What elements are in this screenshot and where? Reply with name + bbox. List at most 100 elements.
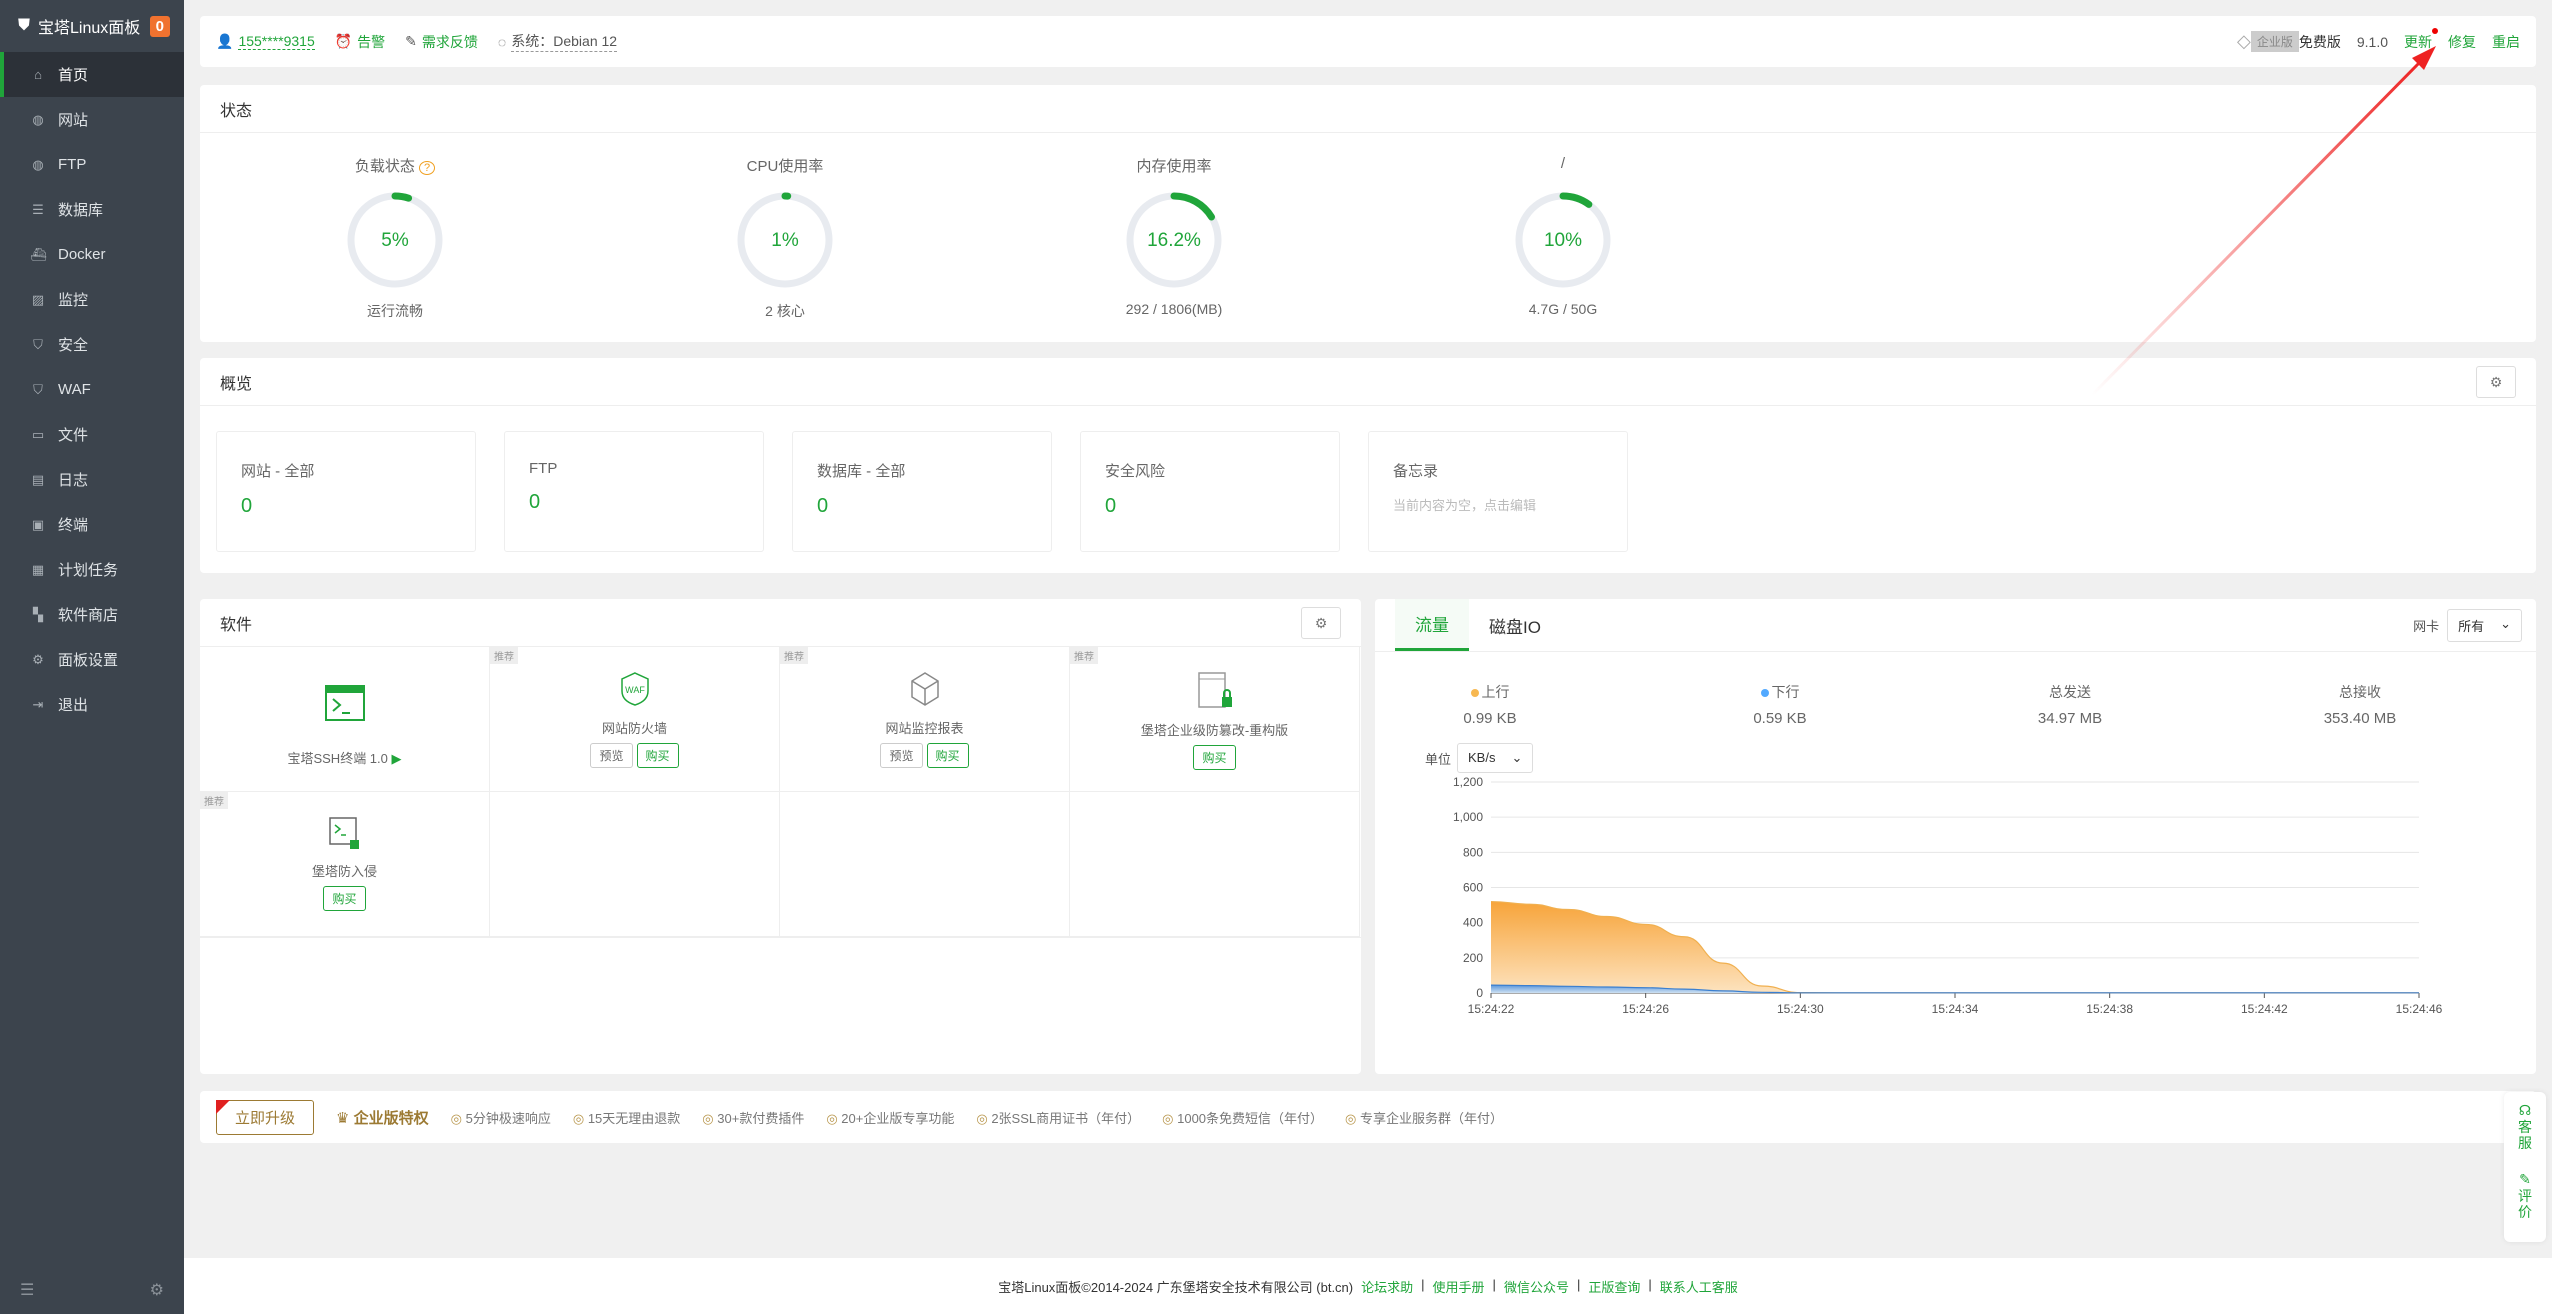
sidebar-item[interactable]: ⇥ 退出 xyxy=(0,682,184,727)
gauge-value: 16.2% xyxy=(1147,230,1201,251)
x-tick-label: 15:24:38 xyxy=(2086,1002,2133,1016)
recommend-tag: 推荐 xyxy=(490,647,518,664)
sidebar-item[interactable]: ▭ 文件 xyxy=(0,412,184,457)
buy-button[interactable]: 购买 xyxy=(926,743,969,768)
software-cell[interactable]: 推荐 WAF 网站防火墙 预览 购买 xyxy=(490,647,780,792)
gauge-title: 负载状态 ? xyxy=(275,155,515,179)
sidebar-item[interactable]: ▣ 终端 xyxy=(0,502,184,547)
enterprise-bar: 立即升级 ♛ 企业版特权 ◎ 5分钟极速响应 ◎ 15天无理由退款 ◎ 30+款付费… xyxy=(200,1091,2536,1143)
status-panel: 状态 负载状态 ? 5% 运行流畅 CPU使用率 1% 2 核心 内存使用率 16.… xyxy=(200,85,2536,342)
sidebar-item[interactable]: ⚙ 面板设置 xyxy=(0,637,184,682)
overview-value[interactable]: 当前内容为空，点击编辑 xyxy=(1393,498,1537,513)
sidebar-item[interactable]: ⌂ 首页 xyxy=(0,52,184,97)
recommend-tag: 推荐 xyxy=(200,792,228,809)
sidebar-item[interactable]: ▦ 计划任务 xyxy=(0,547,184,592)
sidebar-item-label: WAF xyxy=(58,381,91,398)
x-tick-label: 15:24:30 xyxy=(1777,1002,1824,1016)
system-info: 系统：Debian 12 xyxy=(511,31,618,52)
play-icon[interactable]: ▶ xyxy=(391,751,402,766)
buy-button[interactable]: 购买 xyxy=(323,886,366,911)
footer-link[interactable]: 联系人工客服 xyxy=(1659,1279,1738,1295)
upload-area xyxy=(1491,901,2419,993)
cube-icon xyxy=(910,672,939,706)
sidebar-item[interactable]: ▨ 监控 xyxy=(0,277,184,322)
sidebar-item[interactable]: ◍ 网站 xyxy=(0,97,184,142)
folder-icon: ▭ xyxy=(31,426,45,442)
sidebar-item-label: 文件 xyxy=(58,427,89,444)
sidebar-item[interactable]: ▤ 日志 xyxy=(0,457,184,502)
gauge-ring: 1% xyxy=(737,192,833,288)
stat-label: 总接收 xyxy=(2339,684,2381,700)
sidebar-item-label: 终端 xyxy=(58,517,89,534)
sidebar-item[interactable]: ⛴ Docker xyxy=(0,232,184,277)
sidebar-item[interactable]: ☰ 数据库 xyxy=(0,187,184,232)
gauge-title: / xyxy=(1560,155,1566,172)
recommend-tag: 推荐 xyxy=(780,647,808,664)
plugin-name[interactable]: 宝塔SSH终端 1.0 ▶ xyxy=(287,751,402,766)
home-icon: ⌂ xyxy=(34,67,42,82)
overview-card[interactable]: 网站 - 全部 0 xyxy=(216,431,476,552)
top-bar: 👤 155****9315 ⏰ 告警 ✎ 需求反馈 ◌ 系统：Debian 12 ◇ 企业… xyxy=(200,16,2536,67)
free-edition: 免费版 xyxy=(2298,33,2341,50)
tab-disk-io[interactable]: 磁盘IO xyxy=(1489,617,1541,637)
user-account[interactable]: 155****9315 xyxy=(238,33,315,50)
software-cell[interactable]: 宝塔SSH终端 1.0 ▶ xyxy=(200,647,490,792)
software-title: 软件 xyxy=(200,599,1361,647)
collapse-icon[interactable]: ☰ xyxy=(20,1282,35,1299)
sidebar-item[interactable]: ⛉ WAF xyxy=(0,367,184,412)
feedback-icon: ✎ xyxy=(405,33,417,49)
overview-card[interactable]: FTP 0 xyxy=(504,431,764,552)
sidebar-item[interactable]: ⛉ 安全 xyxy=(0,322,184,367)
buy-button[interactable]: 购买 xyxy=(1193,745,1236,770)
preview-button[interactable]: 预览 xyxy=(590,743,633,768)
legend-dot xyxy=(1470,689,1479,697)
footer-link[interactable]: 微信公众号 xyxy=(1503,1279,1569,1295)
help-icon[interactable]: ? xyxy=(419,161,436,175)
overview-value: 0 xyxy=(1105,495,1117,517)
nic-select[interactable]: 所有 ⌄ xyxy=(2447,608,2522,642)
software-cell[interactable]: 推荐 堡塔企业级防篡改-重构版 购买 xyxy=(1070,647,1360,792)
sidebar-item-label: FTP xyxy=(58,156,87,173)
privilege-icon: ◎ xyxy=(826,1110,838,1126)
buy-button[interactable]: 购买 xyxy=(636,743,679,768)
overview-value: 0 xyxy=(241,495,253,517)
gauge-title: CPU使用率 xyxy=(746,158,824,175)
software-cell[interactable]: 推荐 堡塔防入侵 购买 xyxy=(200,792,490,937)
footer-link[interactable]: 论坛求助 xyxy=(1361,1279,1414,1295)
footer-link[interactable]: 正版查询 xyxy=(1588,1279,1641,1295)
logout-icon: ⇥ xyxy=(32,696,44,712)
upgrade-button[interactable]: 立即升级 xyxy=(216,1099,315,1135)
traffic-panel: 流量 磁盘IO 网卡 所有 ⌄ 上行 0.99 KB 下行 0.59 KB 总发送 34.9… xyxy=(1375,599,2536,1074)
feedback-link[interactable]: 需求反馈 xyxy=(421,33,478,50)
preview-button[interactable]: 预览 xyxy=(880,743,923,768)
overview-card[interactable]: 备忘录 当前内容为空，点击编辑 xyxy=(1368,431,1628,552)
overview-card[interactable]: 安全风险 0 xyxy=(1080,431,1340,552)
overview-settings-button[interactable]: ⚙ xyxy=(2476,366,2516,398)
sidebar-item[interactable]: ▚ 软件商店 xyxy=(0,592,184,637)
floating-tools: ☊ 客服 ✎ 评价 xyxy=(2504,1092,2546,1242)
traffic-stat: 总发送 34.97 MB xyxy=(1970,682,2170,727)
gauge: 内存使用率 16.2% 292 / 1806(MB) xyxy=(1054,155,1294,317)
settings-icon[interactable]: ⚙ xyxy=(149,1282,164,1299)
service-button[interactable]: ☊ 客服 xyxy=(2504,1102,2546,1151)
rate-button[interactable]: ✎ 评价 xyxy=(2504,1171,2546,1220)
enterprise-badge[interactable]: 企业版 xyxy=(2250,31,2299,52)
tab-traffic[interactable]: 流量 xyxy=(1395,599,1469,651)
message-badge[interactable]: 0 xyxy=(149,15,170,37)
plugin-name: 堡塔企业级防篡改-重构版 xyxy=(1140,723,1289,738)
gauge-subtitle: 2 核心 xyxy=(765,303,805,319)
update-button[interactable]: 更新 xyxy=(2404,27,2438,52)
software-settings-button[interactable]: ⚙ xyxy=(1301,607,1341,639)
y-tick-label: 400 xyxy=(1463,916,1483,930)
software-cell[interactable]: 推荐 网站监控报表 预览 购买 xyxy=(780,647,1070,792)
overview-card[interactable]: 数据库 - 全部 0 xyxy=(792,431,1052,552)
restart-button[interactable]: 重启 xyxy=(2492,33,2520,50)
unit-select[interactable]: KB/s ⌄ xyxy=(1457,743,1534,773)
footer-link[interactable]: 使用手册 xyxy=(1432,1279,1485,1295)
alarm-icon: ⏰ xyxy=(334,33,353,49)
alarm-link[interactable]: 告警 xyxy=(357,33,386,50)
repair-button[interactable]: 修复 xyxy=(2448,33,2476,50)
x-tick-label: 15:24:22 xyxy=(1468,1002,1515,1016)
gear-icon: ⚙ xyxy=(2489,373,2503,390)
sidebar-item[interactable]: ◍ FTP xyxy=(0,142,184,187)
